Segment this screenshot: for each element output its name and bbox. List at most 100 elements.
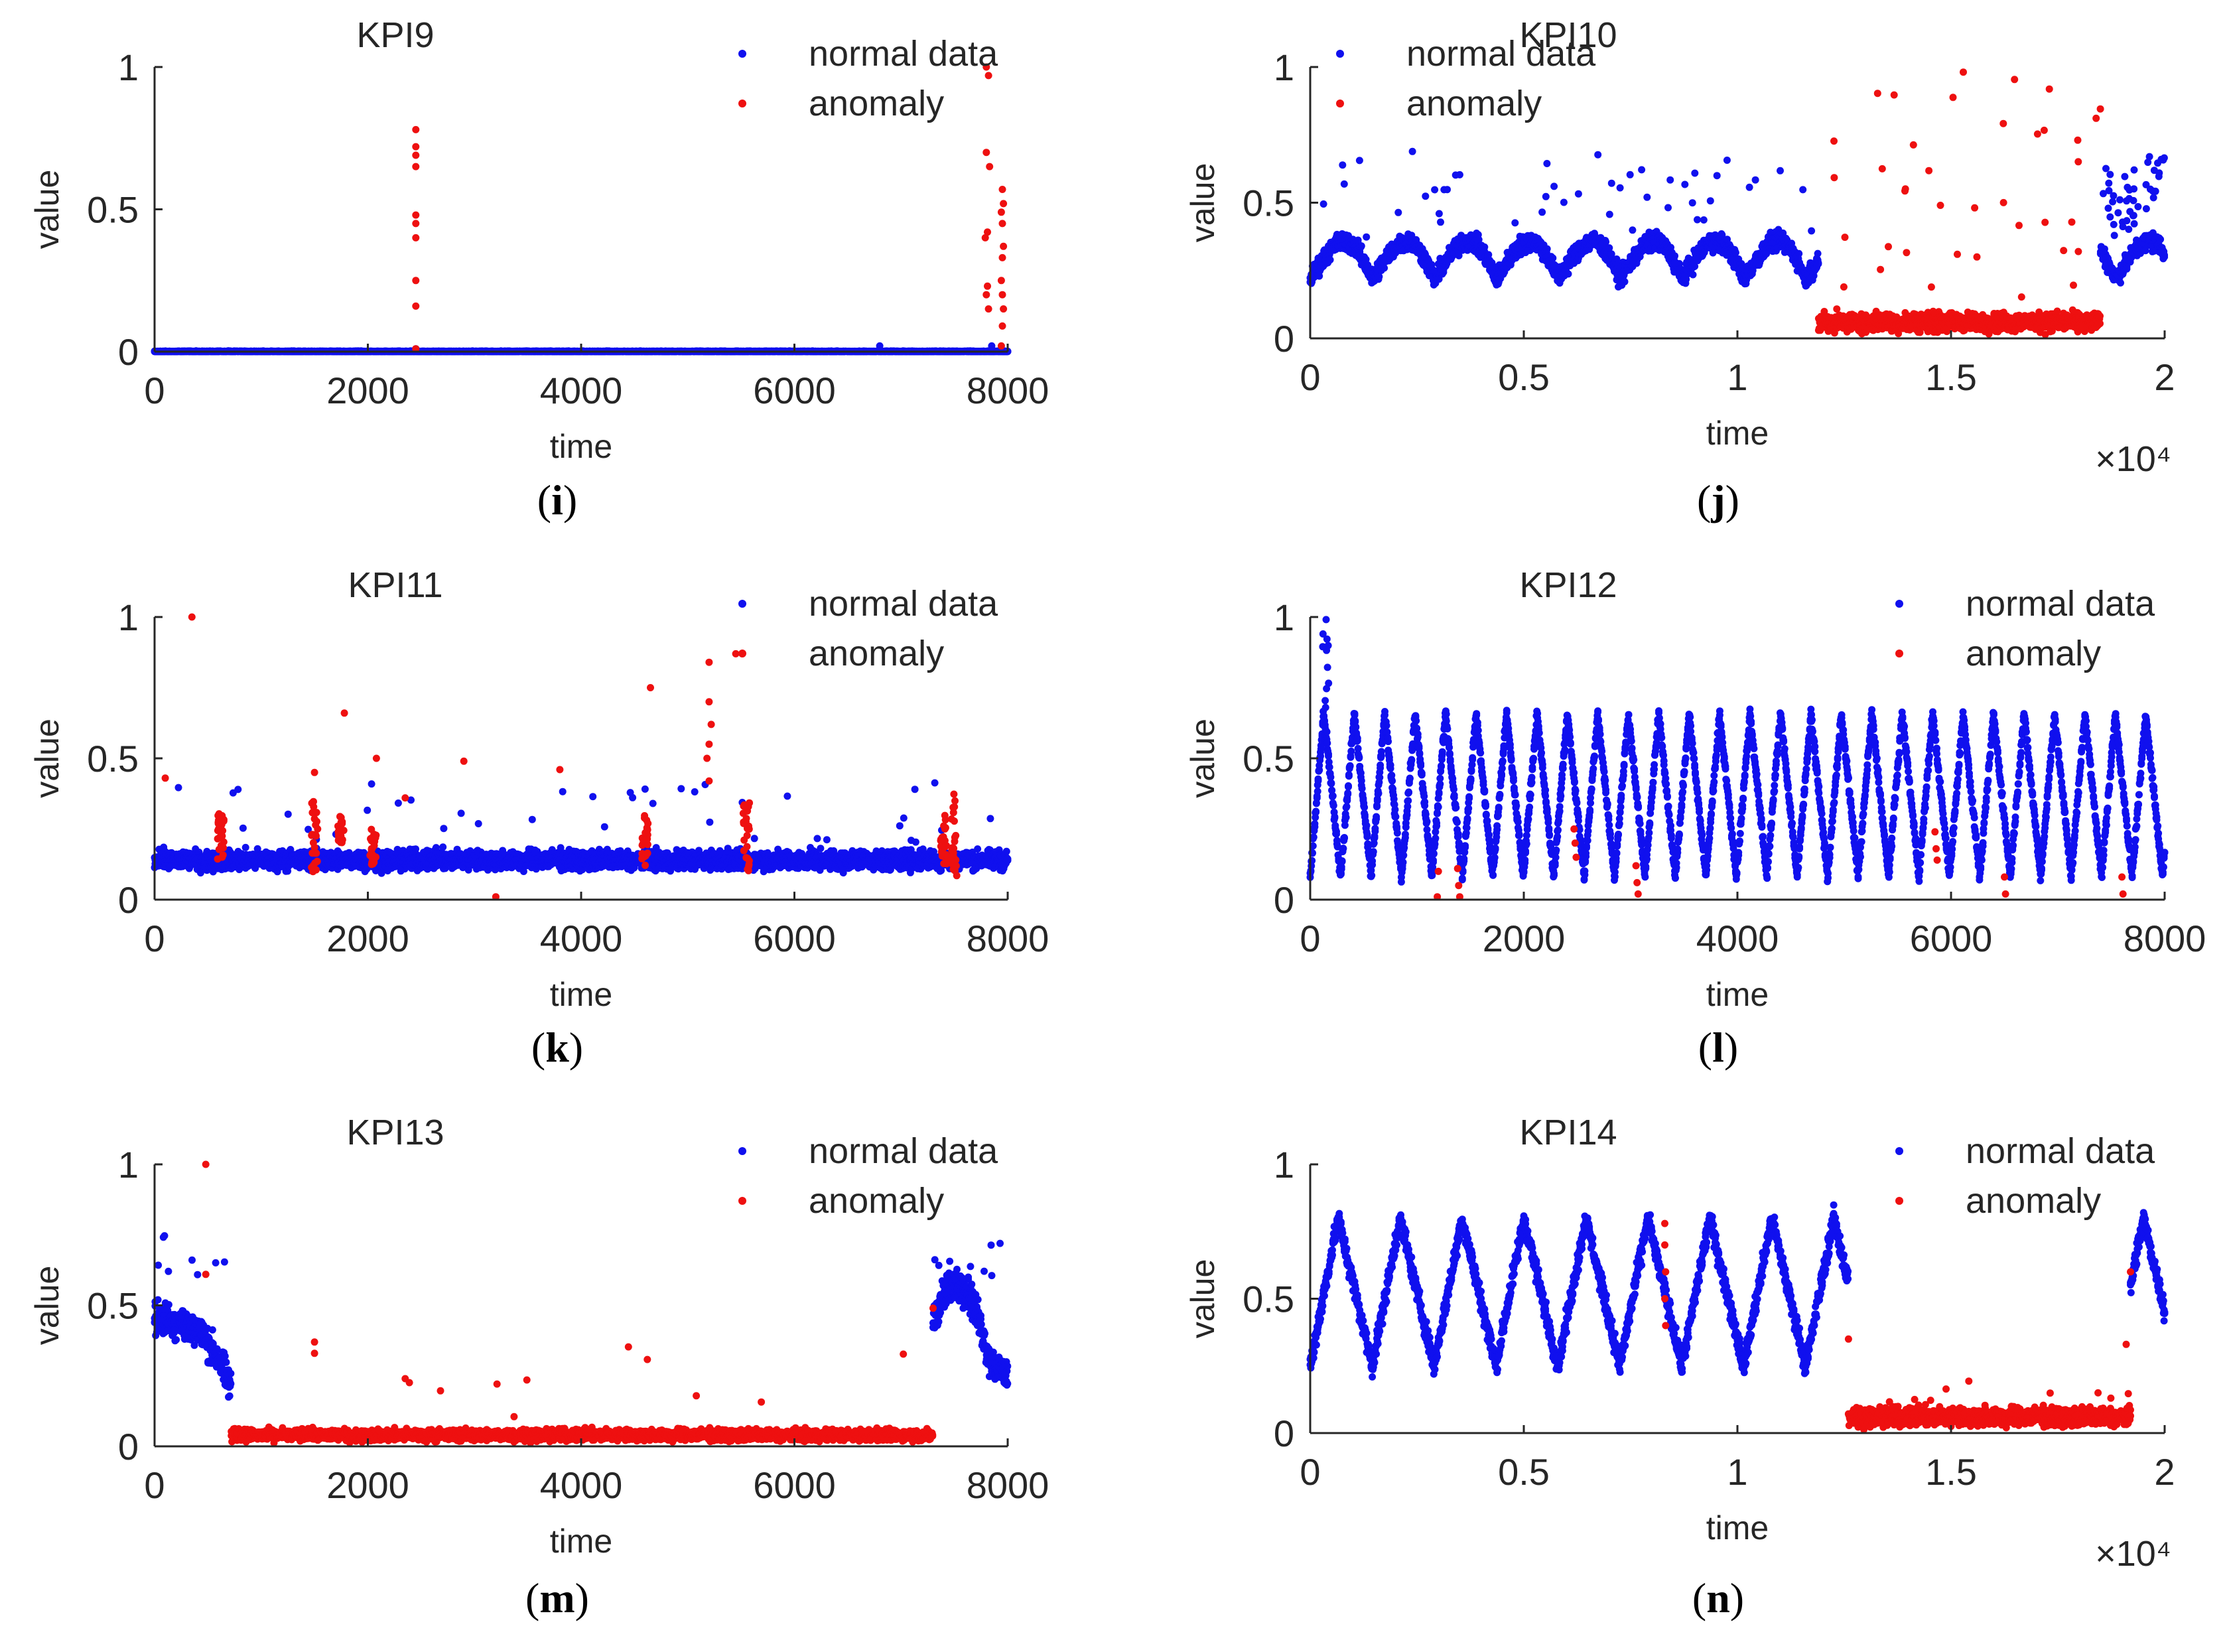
y-axis-label: value [29,170,66,249]
anomaly-point [1000,200,1008,208]
anomaly-point [982,291,990,299]
normal-point [1713,172,1721,180]
anomaly-point [412,211,420,219]
x-tick-label: 6000 [753,370,836,411]
normal-point [1607,179,1615,187]
anomaly-point [984,282,991,290]
normal-point [1594,151,1602,159]
y-tick-label: 0.5 [87,189,139,231]
normal-point [1681,180,1689,188]
normal-point [1355,157,1363,165]
anomaly-point [998,186,1006,193]
anomaly-point [412,220,420,228]
normal-point [988,342,996,350]
anomaly-point [1000,305,1008,313]
x-axis-label: time [550,428,612,465]
anomaly-point [412,125,420,133]
normal-point [876,342,884,350]
normal-point [1431,186,1439,194]
normal-point [1381,264,1388,272]
normal-point [1795,249,1803,257]
anomaly-point [984,305,992,313]
normal-point [1452,171,1459,179]
caption-letter: i [551,476,563,523]
y-tick-label: 1 [118,46,139,88]
normal-point [1664,204,1672,212]
normal-point [1694,216,1701,224]
normal-point [1326,256,1334,264]
anomaly-point [412,302,420,310]
normal-point [1723,157,1731,164]
anomaly-point [412,151,420,159]
x-tick-label: 4000 [540,370,623,411]
normal-point [1745,183,1753,191]
legend-anomaly-marker [738,100,746,107]
normal-point [2123,265,2131,273]
normal-point [1394,208,1402,216]
normal-point [1543,160,1551,167]
anomaly-point [997,342,1005,350]
normal-point [1621,278,1629,286]
normal-point [1814,249,1822,257]
anomaly-point [997,277,1005,285]
x-tick-label: 2000 [326,370,409,411]
normal-point [1689,271,1697,279]
anomaly-point [412,234,420,241]
normal-point [1319,200,1327,208]
normal-point [1339,161,1347,169]
normal-point [1549,254,1557,262]
normal-point [1422,192,1430,200]
anomaly-point [998,220,1006,228]
legend-normal-label: normal data [809,34,998,74]
y-tick-label: 0 [118,331,139,373]
normal-point [1629,226,1637,234]
anomaly-point [998,253,1006,261]
anomaly-point [412,163,420,171]
normal-point [1435,210,1443,218]
normal-point [1808,227,1816,235]
normal-point [1564,270,1572,278]
normal-point [1542,192,1550,200]
anomaly-point [998,291,1006,299]
normal-point [1799,186,1807,194]
normal-point [2117,279,2124,287]
normal-point [1643,193,1651,201]
normal-point [1408,147,1416,155]
normal-point [1363,233,1371,241]
normal-point [1340,180,1348,188]
normal-point [1777,167,1784,174]
panel-caption: (i) [537,476,577,523]
normal-point [1574,190,1582,198]
caption-open: ( [537,476,551,523]
normal-point [1671,252,1678,260]
normal-point [1543,245,1551,253]
x-tick-label: 8000 [967,370,1049,411]
anomaly-point [981,234,989,241]
anomaly-point [412,143,420,151]
normal-point [1626,171,1634,178]
normal-point [1481,243,1489,251]
normal-point [1437,218,1444,226]
normal-point [1511,219,1519,227]
normal-point [1560,198,1568,206]
chart-title: KPI9 [356,15,434,55]
anomaly-point [412,277,420,285]
anomaly-point [1000,242,1008,250]
normal-point [1688,199,1696,207]
normal-point [1666,176,1674,184]
anomaly-point [998,322,1006,330]
anomaly-point [986,163,994,171]
anomaly-point [997,208,1005,216]
normal-point [1814,260,1822,268]
legend-anomaly-label: anomaly [809,84,944,123]
normal-point [1706,197,1714,205]
legend-normal-marker [738,50,746,58]
normal-point [1605,210,1613,218]
normal-point [1751,176,1759,184]
normal-point [1700,216,1708,224]
normal-point [1538,208,1546,216]
caption-close: ) [563,476,577,523]
